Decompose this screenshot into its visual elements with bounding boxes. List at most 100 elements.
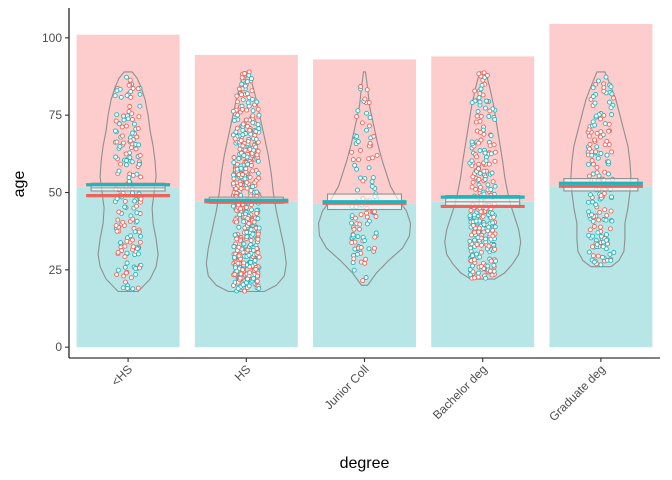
data-point [590,85,596,91]
data-point [244,107,250,113]
data-point [474,242,480,248]
data-point [137,153,143,158]
data-point [245,215,251,221]
data-point [591,224,597,229]
data-point [609,149,615,155]
data-point [600,254,605,260]
data-point [604,232,609,238]
data-point [242,288,247,294]
data-point [129,111,135,117]
data-point [135,285,141,291]
data-point [254,246,260,251]
data-point [602,207,608,213]
data-point [601,81,607,87]
data-point [598,224,603,230]
data-point [241,153,247,158]
data-point [115,249,121,255]
data-point [246,103,252,109]
data-point [130,116,135,122]
data-point [364,210,369,216]
data-point [590,94,596,99]
data-point [606,171,611,177]
data-point [231,255,237,261]
data-point [254,152,260,158]
data-point [350,232,356,238]
data-point [468,245,474,251]
data-point [593,81,599,87]
data-point [253,128,259,134]
data-point [587,227,593,233]
data-point [486,243,492,249]
data-point [467,272,473,278]
data-point [474,251,479,257]
data-point [248,237,254,243]
data-point [122,198,128,204]
data-point [364,110,369,116]
data-point [593,149,599,155]
data-point [123,270,129,276]
data-point [231,172,236,178]
data-point [488,151,494,157]
data-point [127,77,133,83]
data-point [492,149,498,155]
data-point [136,142,142,148]
data-point [119,133,125,139]
data-point [247,270,253,276]
data-point [587,192,593,198]
data-point [238,271,244,277]
violin-4 [570,71,632,268]
data-point [352,162,358,168]
data-point [476,71,482,77]
data-point [247,127,253,133]
data-point [240,97,246,103]
data-point [608,208,614,214]
y-tick-label: 100 [42,31,62,45]
data-point [245,123,250,129]
data-point [243,280,249,286]
data-point [586,232,592,238]
data-point [256,126,262,131]
x-tick-label: Bachelor deg [430,362,490,422]
data-point [482,105,488,111]
data-point [250,120,256,126]
data-point [114,228,120,234]
data-point [586,173,592,179]
data-point [471,212,477,218]
data-point [606,159,611,165]
data-point [244,179,250,185]
data-point [244,234,250,240]
data-point [234,219,239,225]
data-point [255,250,261,256]
data-point [604,212,610,218]
data-point [133,146,139,152]
y-tick-label: 75 [49,108,63,122]
data-point [478,113,484,119]
data-point [470,263,475,269]
data-point [602,142,608,148]
data-point [248,131,254,137]
data-point [135,86,141,92]
data-point [134,134,140,140]
data-point [586,127,592,133]
data-point [587,146,592,152]
data-point [121,113,126,119]
data-point [587,141,593,147]
data-point [238,165,244,171]
data-point [373,214,379,219]
data-point [242,83,248,89]
data-point [127,155,133,160]
data-point [351,256,357,262]
data-point [115,267,121,273]
data-point [354,166,360,172]
data-point [479,242,484,248]
data-point [255,122,261,128]
data-point [123,279,128,285]
data-point [249,88,255,94]
data-point [254,278,260,284]
bars-layer [76,23,653,348]
data-point [117,86,123,92]
data-point [594,164,600,170]
data-point [127,104,133,109]
data-point [492,246,498,252]
data-point [594,144,600,150]
